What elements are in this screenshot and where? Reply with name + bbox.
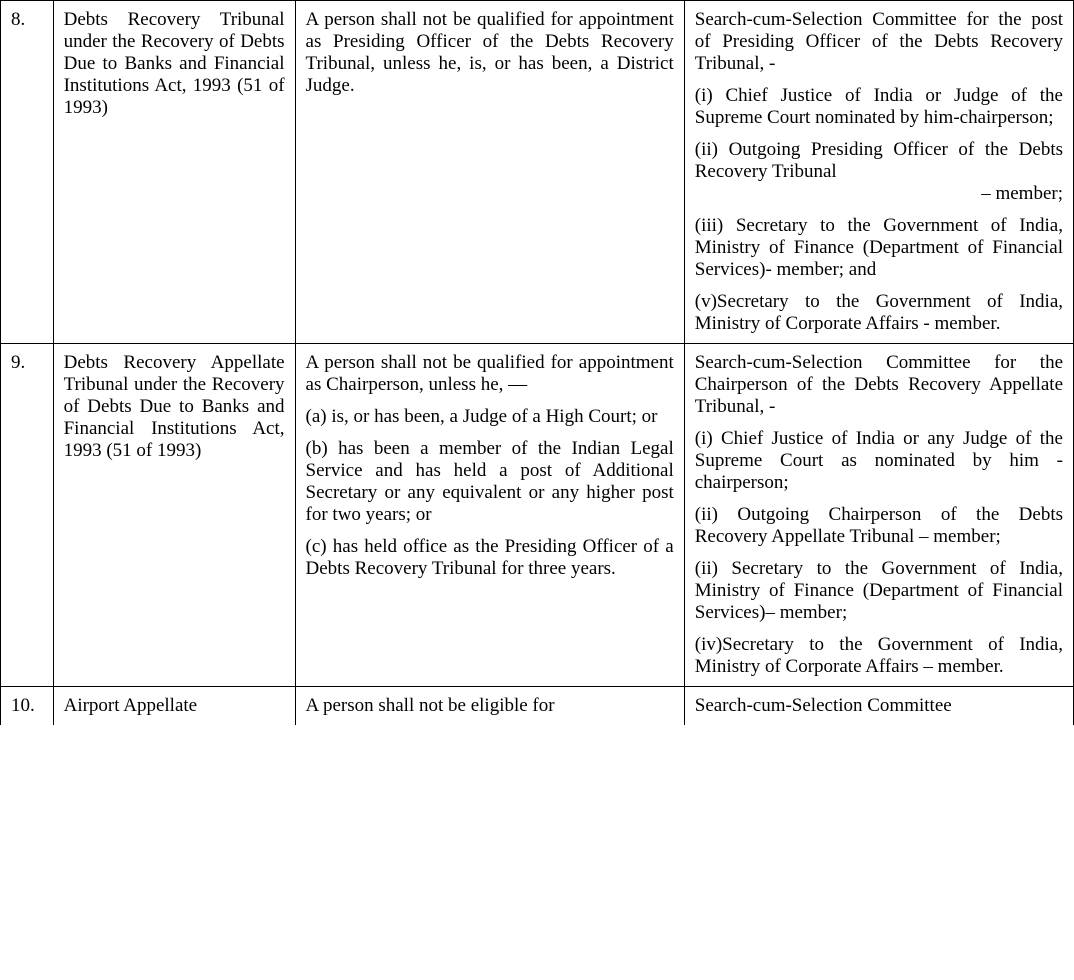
row-number: 9. xyxy=(1,344,54,687)
row-number: 10. xyxy=(1,687,54,726)
committee-para-text: (i) Chief Justice of India or any Judge … xyxy=(695,428,1063,493)
qualification-cell: A person shall not be qualified for appo… xyxy=(295,344,684,687)
table-row-partial: 10.Airport AppellateA person shall not b… xyxy=(1,687,1074,726)
committee-cell: Search-cum-Selection Committee for the p… xyxy=(684,1,1073,344)
committee-para: (ii) Secretary to the Government of Indi… xyxy=(695,558,1063,624)
qualification-para: (c) has held office as the Presiding Off… xyxy=(306,536,674,580)
table-row: 9.Debts Recovery Appellate Tribunal unde… xyxy=(1,344,1074,687)
committee-para: (iii) Secretary to the Government of Ind… xyxy=(695,215,1063,281)
committee-para: (v)Secretary to the Government of India,… xyxy=(695,291,1063,335)
committee-para-text: Search-cum-Selection Committee for the p… xyxy=(695,9,1063,74)
qualification-para: A person shall not be qualified for appo… xyxy=(306,352,674,396)
committee-para: (i) Chief Justice of India or Judge of t… xyxy=(695,85,1063,129)
committee-para: (ii) Outgoing Presiding Officer of the D… xyxy=(695,139,1063,205)
committee-cell: Search-cum-Selection Committee for the C… xyxy=(684,344,1073,687)
committee-para-text: Search-cum-Selection Committee for the C… xyxy=(695,352,1063,417)
qualification-para: (b) has been a member of the Indian Lega… xyxy=(306,438,674,526)
row-number: 8. xyxy=(1,1,54,344)
committee-para: (iv)Secretary to the Government of India… xyxy=(695,634,1063,678)
committee-para-text: (v)Secretary to the Government of India,… xyxy=(695,291,1063,334)
committee-cell: Search-cum-Selection Committee xyxy=(684,687,1073,726)
committee-para-text: (i) Chief Justice of India or Judge of t… xyxy=(695,85,1063,128)
tribunal-table: 8.Debts Recovery Tribunal under the Reco… xyxy=(0,0,1074,725)
committee-para-text: (ii) Outgoing Chairperson of the Debts R… xyxy=(695,504,1063,547)
tribunal-cell: Airport Appellate xyxy=(53,687,295,726)
qualification-cell: A person shall not be eligible for xyxy=(295,687,684,726)
tribunal-cell: Debts Recovery Appellate Tribunal under … xyxy=(53,344,295,687)
committee-para-text: (ii) Secretary to the Government of Indi… xyxy=(695,558,1063,623)
qualification-para: A person shall not be qualified for appo… xyxy=(306,9,674,97)
tribunal-cell: Debts Recovery Tribunal under the Recove… xyxy=(53,1,295,344)
committee-para: Search-cum-Selection Committee for the C… xyxy=(695,352,1063,418)
committee-para-text: (iii) Secretary to the Government of Ind… xyxy=(695,215,1063,280)
committee-para-text: (ii) Outgoing Presiding Officer of the D… xyxy=(695,139,1063,182)
table-row: 8.Debts Recovery Tribunal under the Reco… xyxy=(1,1,1074,344)
committee-para: (i) Chief Justice of India or any Judge … xyxy=(695,428,1063,494)
committee-para: (ii) Outgoing Chairperson of the Debts R… xyxy=(695,504,1063,548)
committee-para-tail: – member; xyxy=(695,183,1063,205)
committee-para: Search-cum-Selection Committee for the p… xyxy=(695,9,1063,75)
qualification-para: (a) is, or has been, a Judge of a High C… xyxy=(306,406,674,428)
committee-para-text: (iv)Secretary to the Government of India… xyxy=(695,634,1063,677)
qualification-cell: A person shall not be qualified for appo… xyxy=(295,1,684,344)
